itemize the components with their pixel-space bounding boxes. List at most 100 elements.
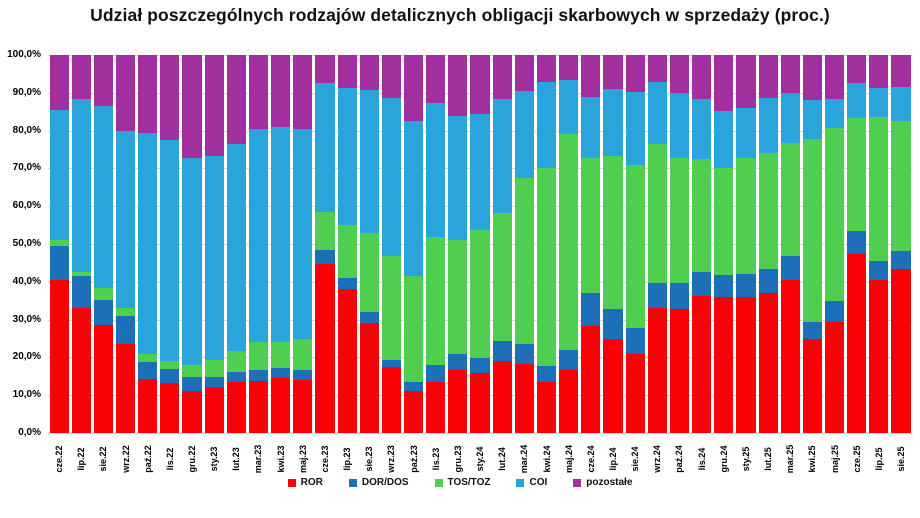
x-axis-label: gru.24 [718, 445, 729, 473]
bar-segment-DOR/DOS [138, 362, 158, 379]
x-axis-label: sty.23 [209, 446, 220, 472]
x-axis-label: maj.24 [563, 444, 574, 474]
bar-segment-ROR [226, 381, 246, 433]
x-axis-label: mar.23 [253, 444, 264, 474]
bar-segment-pozostałe [714, 55, 734, 111]
bar-segment-COI [271, 127, 291, 342]
x-cell: wrz.22 [114, 436, 136, 482]
bar-sie.22 [92, 55, 114, 433]
bar-segment-DOR/DOS [780, 256, 800, 281]
bar-sie.23 [358, 55, 380, 433]
bar-segment-DOR/DOS [404, 381, 424, 391]
x-axis-label: lis.23 [430, 447, 441, 471]
y-tick-label: 80,0% [12, 124, 41, 136]
bar-segment-TOS/TOZ [337, 225, 357, 279]
bar-segment-TOS/TOZ [603, 155, 623, 310]
bar-segment-DOR/DOS [581, 292, 601, 327]
bar-segment-COI [736, 108, 756, 159]
plot-area [48, 55, 912, 434]
x-cell: paź.24 [668, 436, 690, 482]
legend-label: pozostałe [586, 477, 633, 488]
x-cell: mar.23 [247, 436, 269, 482]
bar-segment-pozostałe [514, 55, 534, 91]
bar-segment-pozostałe [293, 55, 313, 130]
bar-segment-pozostałe [669, 55, 690, 93]
x-cell: lut.23 [225, 436, 247, 482]
bar-segment-ROR [714, 297, 734, 433]
x-axis-label: gru.23 [452, 445, 463, 473]
bar-segment-pozostałe [271, 55, 291, 128]
bar-segment-TOS/TOZ [160, 361, 180, 370]
x-cell: maj.24 [558, 436, 580, 482]
bar-segment-COI [847, 82, 867, 118]
bar-segment-DOR/DOS [448, 354, 468, 370]
bar-segment-ROR [559, 369, 579, 433]
x-axis-label: lip.25 [873, 447, 884, 471]
y-tick-label: 90,0% [12, 86, 41, 98]
bar-segment-TOS/TOZ [847, 117, 867, 232]
y-tick-label: 60,0% [12, 200, 41, 212]
x-axis-label: mar.25 [785, 444, 796, 474]
x-axis-label: maj.25 [829, 444, 840, 474]
bar-segment-pozostałe [71, 55, 91, 100]
bar-segment-COI [647, 81, 667, 145]
bar-segment-ROR [115, 343, 136, 433]
bar-sie.25 [890, 55, 912, 433]
bar-segment-ROR [182, 390, 202, 433]
bar-maj.24 [558, 55, 580, 433]
bar-segment-ROR [758, 292, 778, 433]
x-axis-label: sie.24 [630, 446, 641, 472]
bar-segment-ROR [736, 296, 756, 433]
x-axis-label: sty.24 [475, 446, 486, 472]
bar-segment-DOR/DOS [802, 321, 822, 340]
bar-segment-DOR/DOS [426, 364, 446, 382]
bar-segment-ROR [448, 369, 468, 433]
bar-segment-COI [226, 144, 246, 351]
bar-segment-ROR [536, 381, 557, 433]
bar-segment-TOS/TOZ [736, 158, 756, 275]
bar-segment-COI [470, 114, 490, 231]
legend-label: TOS/TOZ [447, 477, 491, 488]
bar-segment-DOR/DOS [514, 344, 534, 364]
bar-paź.22 [137, 55, 159, 433]
bar-segment-TOS/TOZ [559, 134, 579, 350]
x-cell: sie.22 [92, 436, 114, 482]
bar-segment-pozostałe [115, 55, 136, 132]
bar-segment-TOS/TOZ [404, 276, 424, 382]
bar-segment-pozostałe [182, 55, 202, 159]
bar-segment-ROR [514, 363, 534, 433]
bar-segment-COI [160, 140, 180, 362]
x-axis-label: cze.23 [319, 445, 330, 473]
x-axis-label: cze.24 [585, 445, 596, 473]
bar-segment-DOR/DOS [847, 231, 867, 254]
y-tick-label: 10,0% [12, 389, 41, 401]
bar-segment-ROR [426, 381, 446, 433]
bar-segment-COI [204, 155, 224, 361]
bar-segment-pozostałe [603, 55, 623, 90]
bar-segment-COI [426, 103, 446, 237]
bar-segment-pozostałe [93, 55, 113, 106]
bar-segment-ROR [603, 338, 623, 433]
bar-segment-TOS/TOZ [226, 350, 246, 372]
bar-segment-COI [115, 131, 136, 309]
bar-segment-DOR/DOS [647, 282, 667, 309]
bar-segment-DOR/DOS [492, 341, 512, 362]
x-cell: sty.25 [735, 436, 757, 482]
bar-segment-COI [293, 129, 313, 339]
bar-cze.23 [314, 55, 336, 433]
x-cell: paź.22 [137, 436, 159, 482]
bar-sty.23 [203, 55, 225, 433]
bar-segment-pozostałe [780, 55, 800, 93]
bar-sty.24 [469, 55, 491, 433]
bar-segment-COI [669, 92, 690, 158]
x-axis-label: lip.22 [76, 447, 87, 471]
x-cell: gru.24 [713, 436, 735, 482]
bar-segment-TOS/TOZ [758, 152, 778, 270]
x-cell: mar.25 [779, 436, 801, 482]
bar-segment-TOS/TOZ [359, 232, 379, 312]
bar-segment-DOR/DOS [824, 300, 845, 322]
x-cell: maj.23 [292, 436, 314, 482]
bar-segment-DOR/DOS [692, 271, 712, 297]
bar-lip.24 [602, 55, 624, 433]
bar-segment-DOR/DOS [669, 282, 690, 310]
